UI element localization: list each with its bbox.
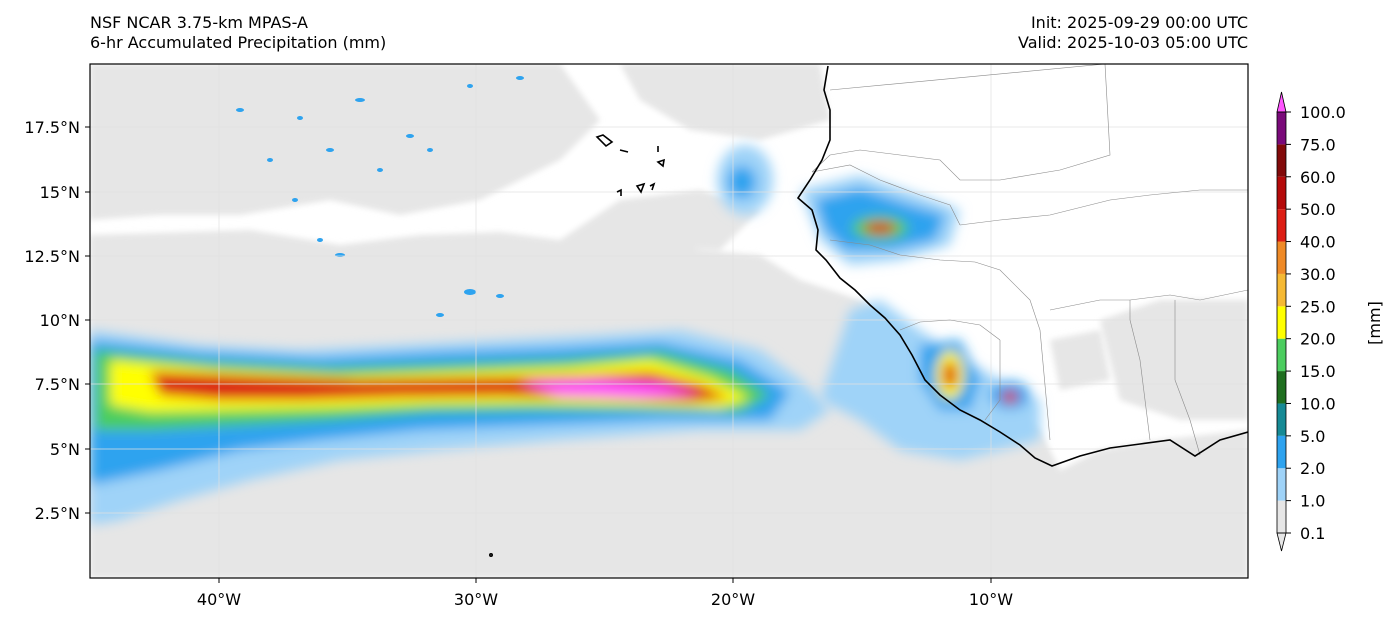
lat-tick-label: 5°N — [50, 440, 80, 459]
title-left: NSF NCAR 3.75-km MPAS-A 6-hr Accumulated… — [90, 13, 386, 53]
colorbar-segment — [1277, 371, 1286, 404]
colorbar-segment — [1277, 500, 1286, 533]
colorbar-tick-label: 5.0 — [1300, 427, 1325, 446]
field-name: 6-hr Accumulated Precipitation (mm) — [90, 33, 387, 52]
map-frame — [89, 63, 1249, 579]
colorbar-tick-label: 75.0 — [1300, 135, 1336, 154]
colorbar-tick-label: 1.0 — [1300, 492, 1325, 511]
init-time: Init: 2025-09-29 00:00 UTC — [1030, 13, 1248, 32]
lat-tick-label: 7.5°N — [35, 375, 80, 394]
colorbar-segment — [1277, 435, 1286, 469]
title-right: Init: 2025-09-29 00:00 UTC Valid: 2025-1… — [1018, 13, 1248, 53]
gridlines — [90, 64, 1248, 578]
lon-tick-label: 10°W — [969, 590, 1013, 609]
lon-tick-label: 30°W — [454, 590, 498, 609]
colorbar-segment — [1277, 112, 1286, 145]
colorbar-tick-label: 10.0 — [1300, 394, 1336, 413]
colorbar-segment — [1277, 468, 1286, 501]
map-field — [90, 64, 1248, 578]
colorbar-tick-label: 2.0 — [1300, 459, 1325, 478]
model-name: NSF NCAR 3.75-km MPAS-A — [90, 13, 308, 32]
colorbar-extend-high — [1276, 91, 1287, 113]
colorbar-segment — [1277, 241, 1286, 274]
colorbar-tick-label: 0.1 — [1300, 524, 1325, 543]
lon-tick-label: 40°W — [197, 590, 241, 609]
lat-tick-label: 10°N — [40, 311, 80, 330]
lat-tick-label: 2.5°N — [35, 504, 80, 523]
colorbar-segment — [1277, 338, 1286, 372]
colorbar-tick-label: 40.0 — [1300, 233, 1336, 252]
colorbar-segment — [1277, 209, 1286, 242]
colorbar-segment — [1277, 176, 1286, 210]
valid-time: Valid: 2025-10-03 05:00 UTC — [1017, 33, 1248, 52]
colorbar-outline — [1276, 111, 1287, 534]
lon-tick-label: 20°W — [711, 590, 755, 609]
colorbar-segment — [1277, 273, 1286, 307]
colorbar-extend-low — [1276, 532, 1287, 552]
latitude-axis: 17.5°N 15°N 12.5°N 10°N 7.5°N 5°N 2.5°N — [24, 118, 90, 523]
colorbar-tick-label: 50.0 — [1300, 200, 1336, 219]
colorbar-tick-label: 25.0 — [1300, 297, 1336, 316]
colorbar-segment — [1277, 306, 1286, 339]
colorbar-tick-label: 60.0 — [1300, 168, 1336, 187]
longitude-axis: 40°W 30°W 20°W 10°W — [197, 578, 1013, 609]
coastline — [488, 65, 1248, 557]
colorbar-segment — [1277, 403, 1286, 436]
band-100mm — [520, 380, 700, 398]
country-borders — [811, 64, 1248, 456]
colorbar-segment — [1277, 144, 1286, 177]
lat-tick-label: 12.5°N — [24, 247, 80, 266]
lat-tick-label: 17.5°N — [24, 118, 80, 137]
colorbar-tick-label: 30.0 — [1300, 265, 1336, 284]
colorbar-tick-label: 20.0 — [1300, 330, 1336, 349]
colorbar-tick-label: 15.0 — [1300, 362, 1336, 381]
itcz-band — [90, 330, 830, 525]
colorbar-unit-label: [mm] — [1365, 301, 1384, 345]
lat-tick-label: 15°N — [40, 183, 80, 202]
colorbar: 0.1 1.0 2.0 5.0 10.0 15.0 20.0 25.0 30.0 40.0 50.0… — [1276, 91, 1346, 552]
colorbar-tick-label: 100.0 — [1300, 103, 1346, 122]
